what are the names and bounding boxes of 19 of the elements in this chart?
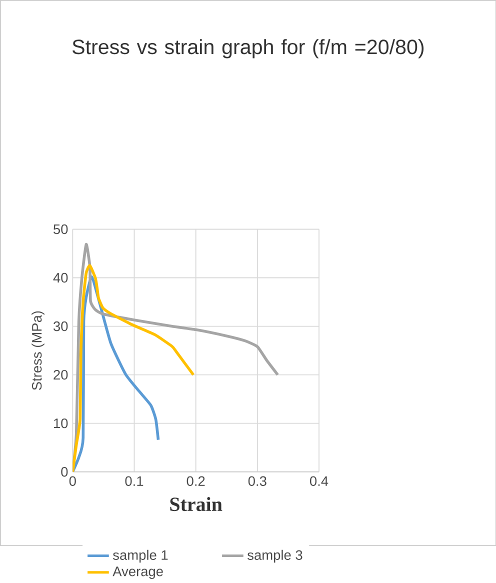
x-tick-label: 0.4 xyxy=(310,476,328,486)
x-tick-label: 0 xyxy=(69,476,76,486)
y-tick-label: 0 xyxy=(60,466,68,477)
y-tick-label: 40 xyxy=(53,272,68,283)
line-series xyxy=(72,275,160,472)
chart-title: Stress vs strain graph for (f/m =20/80) xyxy=(72,39,424,58)
y-tick-label: 10 xyxy=(54,418,68,428)
y-tick-label: 20 xyxy=(53,370,68,380)
line-series xyxy=(72,264,195,472)
y-axis-title: Stress (MPa) xyxy=(31,311,44,390)
legend-label: sample 3 xyxy=(247,550,302,563)
x-tick-label: 0.3 xyxy=(248,476,266,486)
legend-label: Average xyxy=(112,566,163,579)
y-tick-label: 30 xyxy=(53,321,68,332)
x-tick-label: 0.2 xyxy=(186,476,204,486)
y-tick-label: 50 xyxy=(53,224,68,234)
legend-label: sample 1 xyxy=(112,550,168,563)
x-tick-label: 0.1 xyxy=(125,476,143,486)
x-axis-title: Strain xyxy=(170,497,222,512)
